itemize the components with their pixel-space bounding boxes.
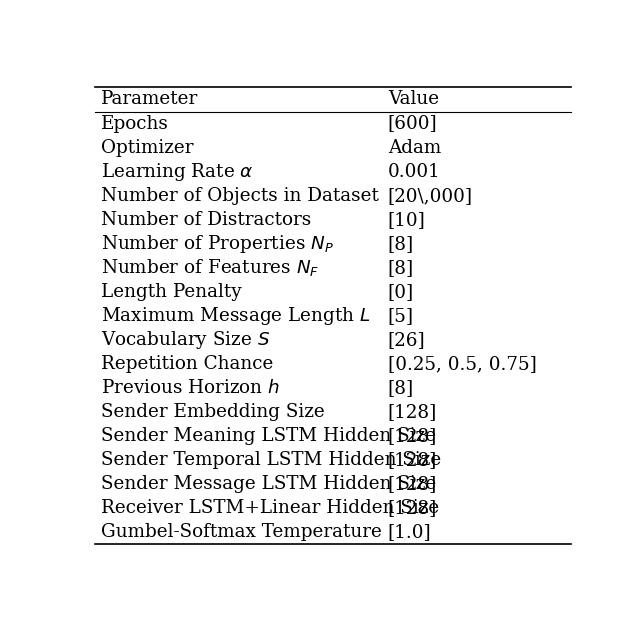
Text: Epochs: Epochs <box>101 114 169 133</box>
Text: [8]: [8] <box>388 235 414 253</box>
Text: Number of Features $N_F$: Number of Features $N_F$ <box>101 257 319 278</box>
Text: Adam: Adam <box>388 139 441 156</box>
Text: [128]: [128] <box>388 475 437 494</box>
Text: Sender Message LSTM Hidden Size: Sender Message LSTM Hidden Size <box>101 475 436 494</box>
Text: Number of Distractors: Number of Distractors <box>101 211 311 229</box>
Text: Sender Meaning LSTM Hidden Size: Sender Meaning LSTM Hidden Size <box>101 427 436 445</box>
Text: Parameter: Parameter <box>101 90 198 109</box>
Text: [20\,000]: [20\,000] <box>388 187 473 205</box>
Text: [600]: [600] <box>388 114 438 133</box>
Text: [5]: [5] <box>388 307 414 325</box>
Text: [128]: [128] <box>388 499 437 517</box>
Text: [128]: [128] <box>388 452 437 469</box>
Text: [10]: [10] <box>388 211 426 229</box>
Text: [128]: [128] <box>388 427 437 445</box>
Text: Learning Rate $\alpha$: Learning Rate $\alpha$ <box>101 161 253 183</box>
Text: Value: Value <box>388 90 439 109</box>
Text: Number of Properties $N_P$: Number of Properties $N_P$ <box>101 233 333 255</box>
Text: [0]: [0] <box>388 283 414 301</box>
Text: Maximum Message Length $L$: Maximum Message Length $L$ <box>101 305 370 327</box>
Text: Optimizer: Optimizer <box>101 139 193 156</box>
Text: [0.25, 0.5, 0.75]: [0.25, 0.5, 0.75] <box>388 355 536 373</box>
Text: Length Penalty: Length Penalty <box>101 283 241 301</box>
Text: [26]: [26] <box>388 331 426 349</box>
Text: [1.0]: [1.0] <box>388 523 431 541</box>
Text: Number of Objects in Dataset: Number of Objects in Dataset <box>101 187 379 205</box>
Text: [8]: [8] <box>388 259 414 277</box>
Text: Repetition Chance: Repetition Chance <box>101 355 273 373</box>
Text: Sender Embedding Size: Sender Embedding Size <box>101 403 324 421</box>
Text: Gumbel-Softmax Temperature: Gumbel-Softmax Temperature <box>101 523 381 541</box>
Text: Vocabulary Size $S$: Vocabulary Size $S$ <box>101 329 270 351</box>
Text: Receiver LSTM+Linear Hidden Size: Receiver LSTM+Linear Hidden Size <box>101 499 439 517</box>
Text: [8]: [8] <box>388 379 414 397</box>
Text: 0.001: 0.001 <box>388 163 440 181</box>
Text: [128]: [128] <box>388 403 437 421</box>
Text: Previous Horizon $h$: Previous Horizon $h$ <box>101 379 280 397</box>
Text: Sender Temporal LSTM Hidden Size: Sender Temporal LSTM Hidden Size <box>101 452 441 469</box>
